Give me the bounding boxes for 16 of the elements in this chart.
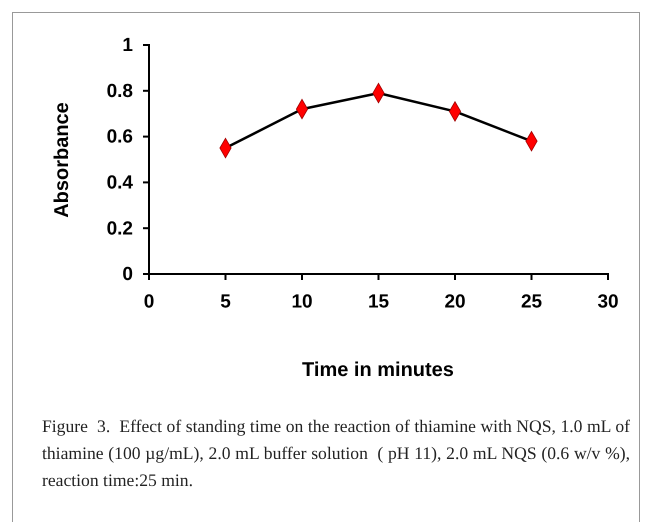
x-tick-label: 15: [368, 291, 390, 312]
y-tick-label: 0.2: [106, 218, 133, 240]
y-tick-label: 0.6: [106, 126, 133, 148]
x-tick-label: 25: [520, 291, 542, 312]
x-tick-label: 30: [597, 291, 619, 312]
x-tick-label: 20: [444, 291, 466, 312]
y-tick-label: 0.8: [106, 80, 133, 102]
y-tick-label: 0: [122, 264, 133, 286]
x-axis-title: Time in minutes: [302, 359, 454, 381]
x-tick-label: 0: [144, 291, 154, 312]
x-tick-label: 10: [291, 291, 313, 312]
x-tick-label: 5: [220, 291, 232, 312]
y-tick-label: 1: [122, 35, 134, 56]
y-tick-label: 0.4: [106, 172, 134, 194]
y-axis-title: Absorbance: [51, 102, 73, 218]
caption: Figure 3. Effect of standing time on the reaction of thiamine with NQS, 1.0 mL of thiamine (100 µg/mL), 2.0 mL buffer solution ( pH 11), 2.0 mL NQS (0.6 w/v %), reaction time:25 min.: [42, 415, 630, 492]
